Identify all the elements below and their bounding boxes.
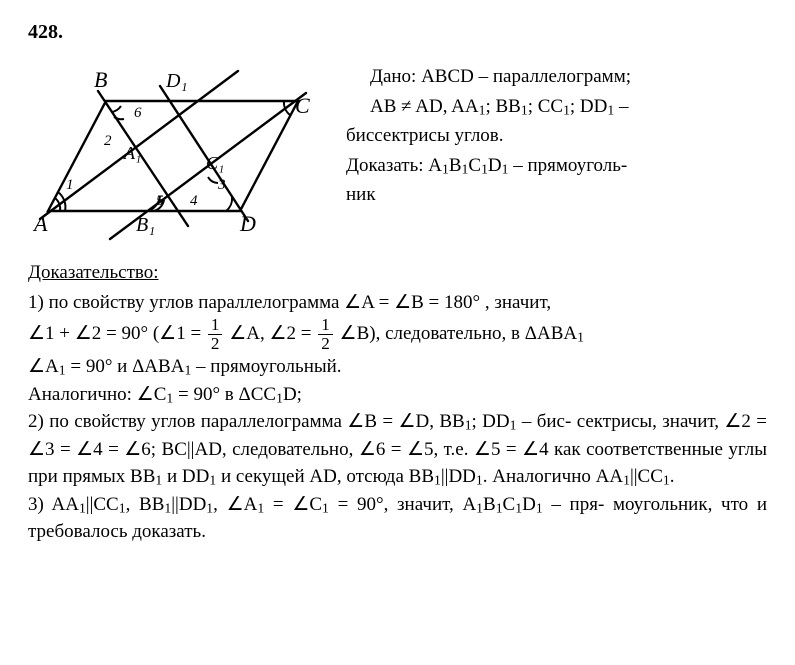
proof-line: 1) по свойству углов параллелограмма ∠A …	[28, 289, 767, 317]
subscript: 1	[442, 161, 449, 176]
text-fragment: , ∠A	[213, 494, 257, 515]
text-fragment: – бис-	[516, 411, 571, 432]
subscript: 1	[476, 473, 483, 488]
subscript: 1	[521, 102, 528, 117]
text-fragment: = 90° в ΔCC	[173, 384, 276, 405]
top-section: B C D A D₁ B₁ A₁ C₁ 1 2 3 4 5 6 Дано: AB…	[28, 61, 767, 241]
proof-line: Аналогично: ∠C1 = 90° в ΔCC1D;	[28, 381, 767, 409]
angle-1: 1	[66, 177, 74, 193]
vertex-D: D	[239, 211, 256, 236]
subscript: 1	[481, 161, 488, 176]
proof-heading: Доказательство:	[28, 259, 767, 287]
vertex-A1: A₁	[123, 143, 141, 163]
text-fragment: ; BB	[485, 96, 520, 117]
text-fragment: –	[614, 96, 628, 117]
given-line-4: Доказать: A1B1C1D1 – прямоуголь-	[346, 152, 767, 180]
text-fragment: = 90° и ΔABA	[66, 356, 185, 377]
proof-line: 2) по свойству углов параллелограмма ∠B …	[28, 408, 767, 491]
text-fragment: ; DD	[472, 411, 510, 432]
numerator: 1	[208, 316, 223, 335]
text-fragment: ∠A	[28, 356, 59, 377]
text-fragment: D;	[283, 384, 302, 405]
text-fragment: C	[503, 494, 516, 515]
angle-2: 2	[104, 133, 112, 149]
text-fragment: и секущей AD, отсюда BB	[216, 466, 434, 487]
fraction: 12	[318, 316, 333, 353]
text-fragment: C	[468, 155, 481, 176]
given-line-5: ник	[346, 181, 767, 209]
text-fragment: 2) по свойству углов параллелограмма ∠B …	[28, 411, 465, 432]
proof-line: 3) AA1||CC1, BB1||DD1, ∠A1 = ∠C1 = 90°, …	[28, 491, 767, 546]
text-fragment: ∠1 + ∠2 = 90° (∠1 =	[28, 323, 206, 344]
parallelogram-diagram: B C D A D₁ B₁ A₁ C₁ 1 2 3 4 5 6	[28, 61, 318, 241]
given-line-3: биссектрисы углов.	[346, 122, 767, 150]
given-line-2: AB ≠ AD, AA1; BB1; CC1; DD1 –	[346, 93, 767, 121]
subscript: 1	[577, 329, 584, 344]
text-fragment: , BB	[126, 494, 165, 515]
text-fragment: = 90°, значит, A	[329, 494, 476, 515]
text-fragment: – пря-	[543, 494, 605, 515]
given-block: Дано: ABCD – параллелограмм; AB ≠ AD, AA…	[346, 61, 767, 211]
subscript: 1	[496, 500, 503, 515]
text-fragment: ∠A, ∠2 =	[229, 323, 316, 344]
text-fragment: – прямоугольный.	[191, 356, 341, 377]
text-fragment: ||CC	[630, 466, 663, 487]
text-fragment: ∠B), следовательно, в ΔABA	[340, 323, 578, 344]
subscript: 1	[434, 473, 441, 488]
denominator: 2	[208, 335, 223, 353]
subscript: 1	[536, 500, 543, 515]
angle-5: 5	[156, 193, 164, 209]
text-fragment: 3) AA	[28, 494, 79, 515]
text-fragment: Аналогично: ∠C	[28, 384, 166, 405]
proof-block: Доказательство: 1) по свойству углов пар…	[28, 259, 767, 546]
vertex-B: B	[94, 67, 107, 92]
subscript: 1	[663, 473, 670, 488]
text-fragment: D	[522, 494, 536, 515]
text-fragment: ||CC	[86, 494, 119, 515]
text-fragment: и DD	[162, 466, 209, 487]
numerator: 1	[318, 316, 333, 335]
text-fragment: = ∠C	[264, 494, 322, 515]
problem-number: 428.	[28, 18, 767, 47]
text-fragment: .	[670, 466, 675, 487]
vertex-C: C	[295, 93, 310, 118]
fraction: 12	[208, 316, 223, 353]
angle-6: 6	[134, 105, 142, 121]
subscript: 1	[59, 362, 66, 377]
text-fragment: B	[449, 155, 462, 176]
vertex-C1: C₁	[206, 153, 224, 173]
subscript: 1	[502, 161, 509, 176]
subscript: 1	[476, 500, 483, 515]
subscript: 1	[119, 500, 126, 515]
text-fragment: Доказать: A	[346, 155, 442, 176]
angle-3: 3	[217, 177, 226, 193]
text-fragment: . Аналогично AA	[483, 466, 623, 487]
angle-4: 4	[190, 193, 198, 209]
text-fragment: ||DD	[441, 466, 476, 487]
text-fragment: D	[488, 155, 502, 176]
subscript: 1	[322, 500, 329, 515]
given-line-1: Дано: ABCD – параллелограмм;	[346, 63, 767, 91]
vertex-A: A	[32, 211, 48, 236]
text-fragment: ||DD	[171, 494, 206, 515]
subscript: 1	[623, 473, 630, 488]
text-fragment: ; CC	[528, 96, 563, 117]
proof-line: ∠1 + ∠2 = 90° (∠1 = 12 ∠A, ∠2 = 12 ∠B), …	[28, 316, 767, 353]
subscript: 1	[276, 390, 283, 405]
text-fragment: – прямоуголь-	[509, 155, 628, 176]
vertex-D1: D₁	[165, 70, 187, 92]
denominator: 2	[318, 335, 333, 353]
subscript: 1	[465, 418, 472, 433]
text-fragment: B	[483, 494, 496, 515]
subscript: 1	[79, 500, 86, 515]
text-fragment: ; DD	[570, 96, 607, 117]
subscript: 1	[563, 102, 570, 117]
proof-line: ∠A1 = 90° и ΔABA1 – прямоугольный.	[28, 353, 767, 381]
vertex-B1: B₁	[136, 214, 155, 236]
text-fragment: AB ≠ AD, AA	[370, 96, 479, 117]
